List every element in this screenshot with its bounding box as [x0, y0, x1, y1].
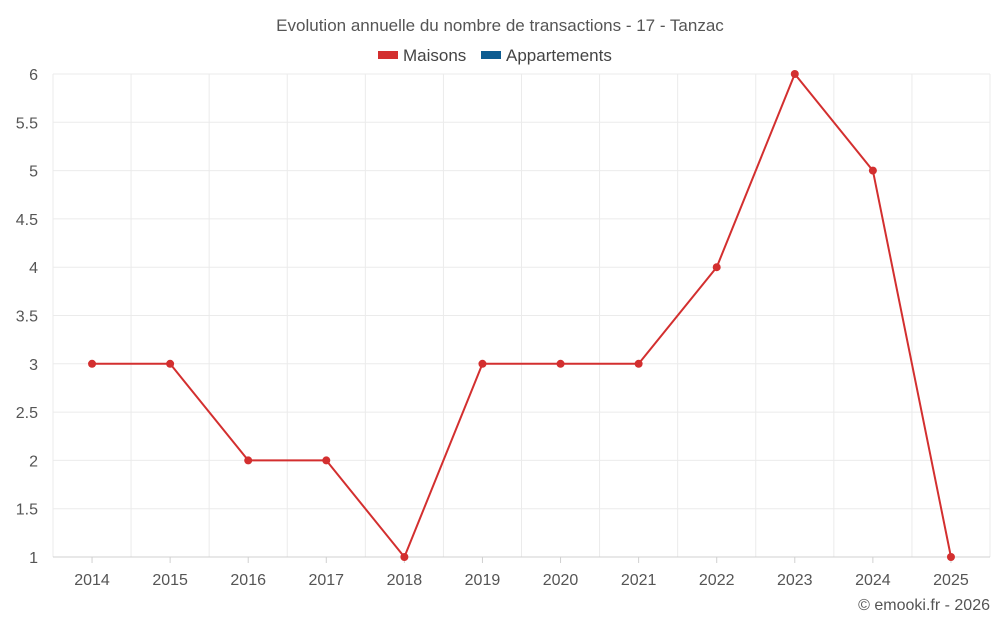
- y-tick-label: 3.5: [16, 309, 38, 326]
- y-tick-label: 2.5: [16, 405, 38, 422]
- data-point[interactable]: [244, 456, 253, 465]
- x-tick-label: 2023: [777, 572, 813, 589]
- legend: Maisons Appartements: [378, 46, 612, 65]
- x-tick-label: 2015: [152, 572, 188, 589]
- legend-label-maisons: Maisons: [403, 46, 466, 65]
- data-point[interactable]: [88, 359, 97, 368]
- data-point[interactable]: [946, 553, 955, 561]
- x-tick-label: 2024: [855, 572, 891, 589]
- x-tick-label: 2019: [465, 572, 501, 589]
- x-tick-label: 2014: [74, 572, 110, 589]
- legend-swatch-maisons: [378, 51, 398, 59]
- data-point[interactable]: [322, 456, 331, 465]
- x-tick-label: 2020: [543, 572, 579, 589]
- y-tick-label: 4: [29, 260, 38, 277]
- legend-swatch-appartements: [481, 51, 501, 59]
- y-tick-label: 1: [29, 550, 38, 567]
- y-tick-label: 6: [29, 67, 38, 84]
- series-line: [92, 73, 952, 558]
- data-point[interactable]: [790, 70, 799, 78]
- legend-label-appartements: Appartements: [506, 46, 612, 65]
- x-tick-label: 2018: [387, 572, 423, 589]
- y-tick-label: 3: [29, 357, 38, 374]
- x-tick-label: 2016: [230, 572, 266, 589]
- data-point[interactable]: [478, 359, 487, 368]
- y-tick-label: 2: [29, 453, 38, 470]
- legend-item-maisons[interactable]: Maisons: [378, 46, 466, 65]
- x-tick-label: 2022: [699, 572, 735, 589]
- data-point[interactable]: [556, 359, 565, 368]
- legend-item-appartements[interactable]: Appartements: [481, 46, 612, 65]
- chart-title: Evolution annuelle du nombre de transact…: [276, 16, 724, 35]
- grid: [52, 73, 991, 558]
- data-point[interactable]: [868, 166, 877, 175]
- x-tick-label: 2017: [308, 572, 344, 589]
- data-point[interactable]: [634, 359, 643, 368]
- x-tick-label: 2021: [621, 572, 657, 589]
- y-tick-label: 5.5: [16, 115, 38, 132]
- x-tick-label: 2025: [933, 572, 969, 589]
- data-point[interactable]: [166, 359, 175, 368]
- x-axis: 2014 2015 2016 2017 2018 2019 2020 2021 2022 2023…: [53, 556, 990, 589]
- y-tick-label: 4.5: [16, 212, 38, 229]
- copyright: © emooki.fr - 2026: [858, 597, 990, 614]
- series-maisons: [88, 70, 955, 561]
- y-tick-label: 5: [29, 164, 38, 181]
- y-axis: 1 1.5 2 2.5 3 3.5 4 4.5 5 5.5 6: [16, 67, 38, 567]
- data-point[interactable]: [400, 553, 409, 561]
- y-tick-label: 1.5: [16, 502, 38, 519]
- data-point[interactable]: [712, 263, 721, 272]
